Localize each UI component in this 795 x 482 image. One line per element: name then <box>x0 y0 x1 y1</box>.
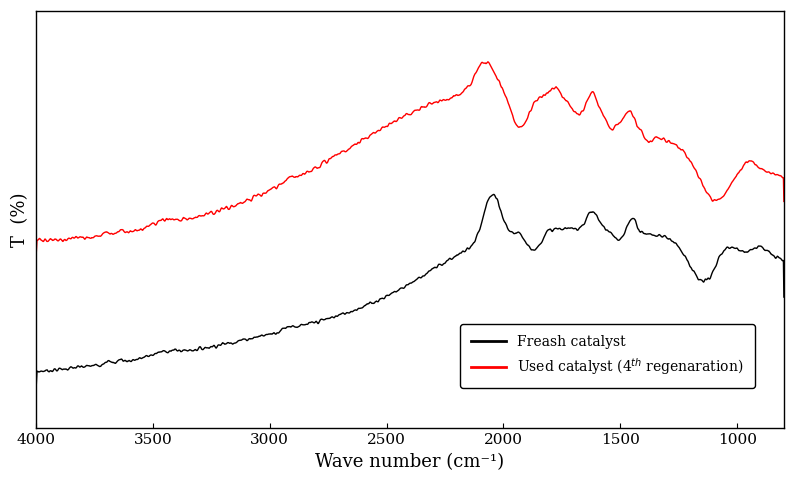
Y-axis label: T  (%): T (%) <box>11 192 29 247</box>
X-axis label: Wave number (cm⁻¹): Wave number (cm⁻¹) <box>316 453 505 471</box>
Legend: Freash catalyst, Used catalyst (4$^{th}$ regenaration): Freash catalyst, Used catalyst (4$^{th}$… <box>460 324 754 388</box>
